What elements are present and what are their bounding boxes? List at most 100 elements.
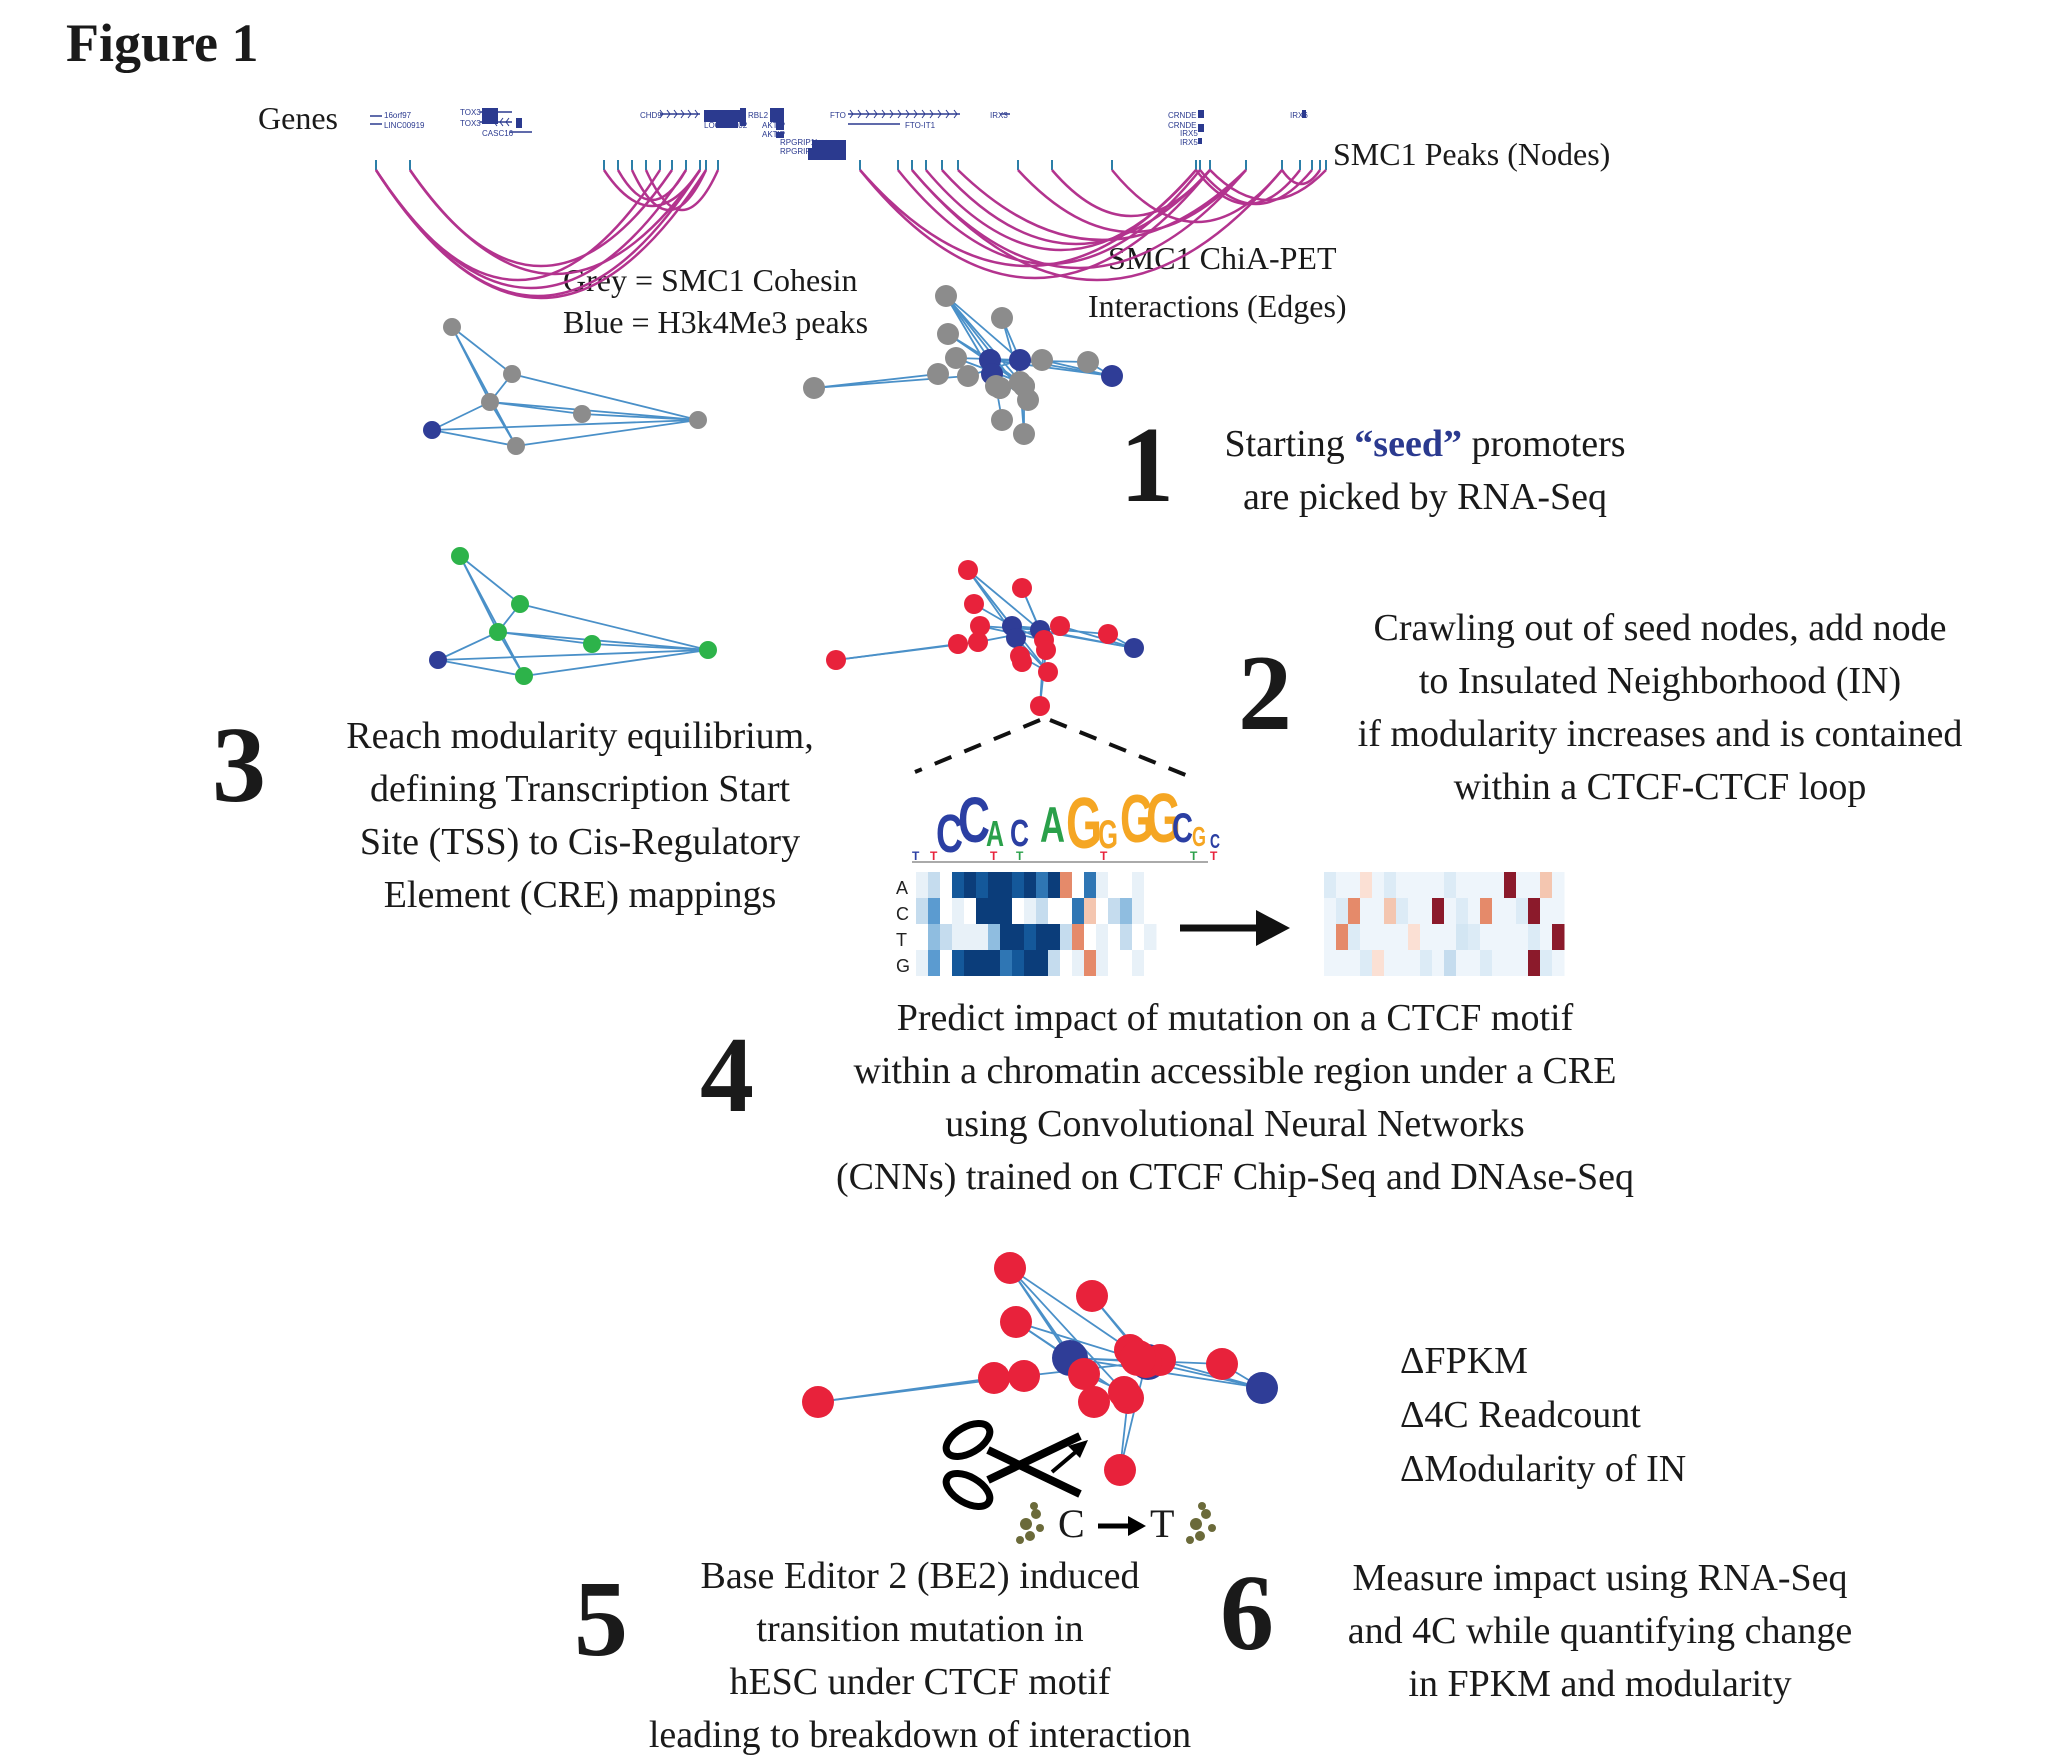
gene-name: IRX3	[990, 111, 1008, 120]
heatmap-cell	[1480, 898, 1493, 924]
strand-chevron	[889, 109, 894, 119]
heatmap-cell	[1528, 872, 1541, 898]
heatmap-cell	[1108, 950, 1121, 976]
heatmap-cell	[1540, 898, 1553, 924]
step-6-line3: in FPKM and modularity	[1408, 1663, 1792, 1705]
smc1-peak-ticks	[375, 160, 1327, 170]
heatmap-cell	[952, 898, 965, 924]
heatmap-cell	[1000, 872, 1013, 898]
gene-name: IRX5	[1180, 138, 1198, 147]
network-node	[802, 1386, 834, 1418]
strand-chevron	[937, 109, 942, 119]
network-edge	[437, 659, 525, 677]
strand-chevron	[673, 109, 678, 119]
heatmap-cell	[1096, 950, 1109, 976]
network-node	[958, 560, 978, 580]
heatmap-cell	[1072, 872, 1085, 898]
network-node	[945, 347, 967, 369]
network-edge	[511, 373, 699, 421]
heatmap-cell	[1384, 872, 1397, 898]
strand-chevron	[905, 109, 910, 119]
network-node	[443, 318, 461, 336]
gene-name: RPGRIP1L	[780, 147, 820, 156]
network-edge	[431, 419, 699, 431]
heatmap-cell	[1432, 950, 1445, 976]
heatmap-cell	[1024, 950, 1037, 976]
strand-chevron	[666, 109, 671, 119]
interaction-arc	[1017, 169, 1247, 234]
network-node	[1006, 628, 1026, 648]
heatmap-cell	[1012, 898, 1025, 924]
step-1-number: 1	[1120, 406, 1174, 525]
network-node	[957, 365, 979, 387]
network-edge	[967, 569, 1041, 631]
step-2-line1: Crawling out of seed nodes, add node	[1373, 607, 1947, 649]
gene-name: IRX5	[1180, 129, 1198, 138]
heatmap-cell	[1324, 950, 1337, 976]
gene-name: CHD9	[640, 111, 662, 120]
arrow-right-icon	[1180, 910, 1290, 946]
heatmap-cell	[1360, 898, 1373, 924]
network-mutation	[802, 1252, 1278, 1486]
step-3-text: Reach modularity equilibrium, defining T…	[300, 710, 860, 922]
gene-name: CRNDE	[1168, 121, 1196, 130]
step-1-pre: Starting	[1224, 423, 1355, 465]
network-node	[423, 421, 441, 439]
network-edge	[1041, 359, 1113, 377]
gene-name: FTO-IT1	[905, 121, 936, 130]
gene-name: AKTIP	[762, 130, 785, 139]
gene-name: AKTIP	[762, 121, 785, 130]
network-node	[994, 1252, 1026, 1284]
network-node	[489, 623, 507, 641]
mutation-to: T	[1150, 1501, 1175, 1546]
interaction-arc	[616, 169, 688, 202]
heatmap-cell	[1336, 924, 1349, 950]
heatmap-cell	[1144, 950, 1157, 976]
gene-exon	[812, 140, 846, 160]
heatmap-cell	[1348, 872, 1361, 898]
heatmap-cell	[940, 950, 953, 976]
step-2-line4: within a CTCF-CTCF loop	[1453, 766, 1867, 808]
motif-letter: C	[1010, 813, 1029, 855]
gene-name: TOX3	[460, 108, 481, 117]
heatmap-cell	[916, 898, 929, 924]
strand-chevron	[897, 109, 902, 119]
heatmap-cell	[1060, 950, 1073, 976]
motif-letter: C	[958, 784, 990, 856]
motif-letter: C	[1172, 804, 1193, 851]
heatmap-cell	[1120, 950, 1133, 976]
mutation-heatmap-before	[916, 872, 1157, 976]
network-node	[1124, 638, 1144, 658]
network-node	[989, 377, 1011, 399]
heatmap-cell	[964, 872, 977, 898]
strand-chevron	[929, 109, 934, 119]
heatmap-cell	[1408, 924, 1421, 950]
motif-letter: C	[1210, 831, 1220, 853]
network-node	[927, 363, 949, 385]
step-1-seed: “seed”	[1354, 423, 1462, 465]
heatmap-cell	[1540, 924, 1553, 950]
heatmap-cell	[1480, 872, 1493, 898]
network-node	[1104, 1454, 1136, 1486]
step-4-line1: Predict impact of mutation on a CTCF mot…	[896, 997, 1574, 1039]
ctcf-motif-logo: CCA C A GG GGC G CT T T T T T T	[912, 779, 1220, 864]
heatmap-cell	[928, 924, 941, 950]
heatmap-cell	[1432, 924, 1445, 950]
step-2-line2: to Insulated Neighborhood (IN)	[1418, 660, 1902, 702]
edit-arrow-icon	[1050, 1440, 1088, 1474]
motif-minor-letter: T	[990, 849, 998, 863]
heatmap-cell	[1060, 872, 1073, 898]
interaction-arc	[911, 169, 1247, 270]
network-node	[511, 595, 529, 613]
heatmap-cell	[1396, 872, 1409, 898]
genes-label: Genes	[258, 100, 338, 136]
heatmap-cell	[1504, 872, 1517, 898]
motif-letter: G	[1192, 821, 1206, 852]
heatmap-cell	[1060, 898, 1073, 924]
heatmap-cell	[1132, 924, 1145, 950]
heatmap-cell	[1060, 924, 1073, 950]
heatmap-cell	[1036, 924, 1049, 950]
step-5-line4: leading to breakdown of interaction	[648, 1714, 1192, 1756]
strand-chevron	[493, 117, 498, 127]
